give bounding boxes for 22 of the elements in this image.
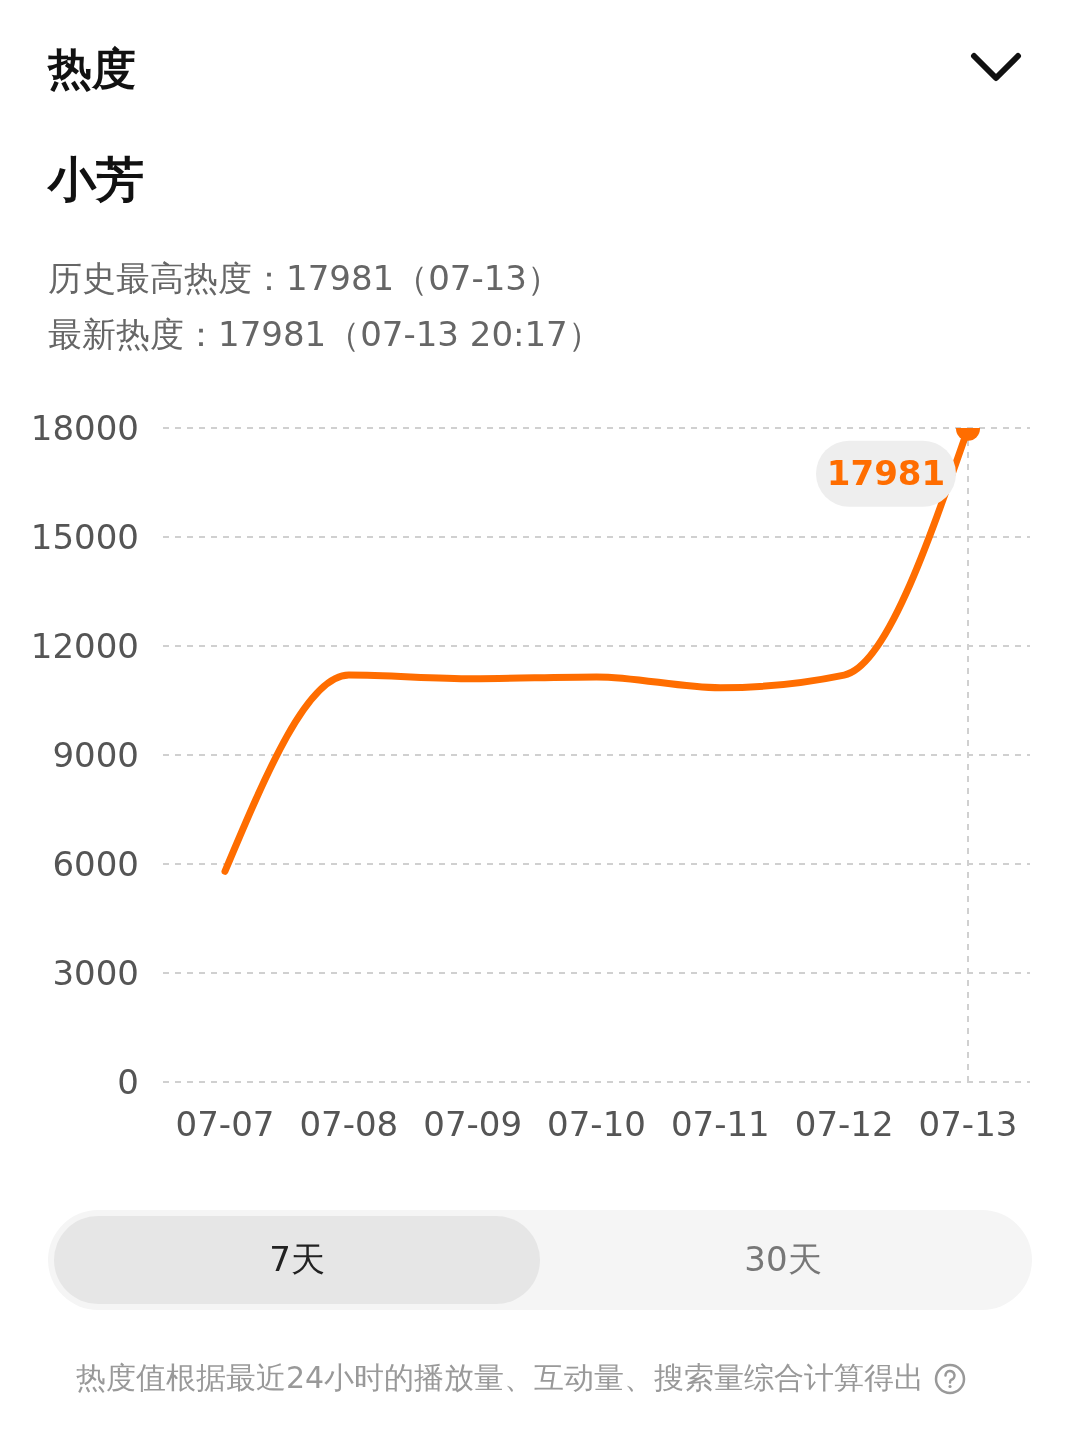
y-tick-label: 9000 [52,735,139,776]
y-tick-label: 12000 [30,626,139,667]
x-tick-label: 07-12 [794,1104,894,1145]
text: 7天 [54,1216,540,1304]
x-tick-label: 07-10 [547,1104,646,1145]
text: 30天 [743,1238,823,1281]
x-tick-label: 07-13 [918,1104,1018,1145]
x-tick-label: 07-11 [670,1104,770,1145]
text: 热度值根据最近24小时的播放量、互动量、搜索量综合计算得出 [76,1359,925,1397]
text: 最新热度：17981（07-13 20:17） [48,313,602,356]
y-tick-label: 18000 [30,408,139,449]
y-tick-label: 6000 [52,844,139,885]
y-tick-label: 15000 [30,517,139,558]
data-label: 17981 [826,452,946,493]
x-tick-label: 07-07 [175,1104,275,1145]
x-tick-label: 07-08 [299,1104,399,1145]
text: 热度 [48,42,136,96]
y-tick-label: 3000 [52,953,139,994]
chart-subtitle: 历史最高热度：17981（07-13） [48,257,561,300]
chart-title: 小芳 [48,150,144,209]
y-tick-label: 0 [117,1062,139,1103]
x-tick-label: 07-09 [423,1104,523,1145]
